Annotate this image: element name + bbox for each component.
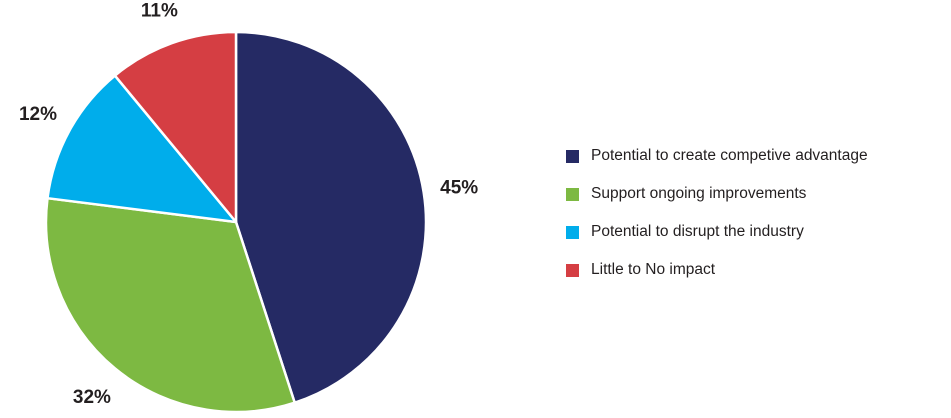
legend-swatch-1 bbox=[566, 149, 579, 163]
pie-slice-2 bbox=[44, 196, 296, 414]
pie-data-label-4: 11% bbox=[141, 0, 178, 21]
chart-legend: Potential to create competive advantage S… bbox=[566, 146, 868, 298]
legend-item-2: Support ongoing improvements bbox=[566, 184, 868, 204]
legend-item-1: Potential to create competive advantage bbox=[566, 146, 868, 166]
legend-label-4: Little to No impact bbox=[591, 261, 716, 278]
legend-label-3: Potential to disrupt the industry bbox=[591, 223, 804, 240]
legend-item-4: Little to No impact bbox=[566, 260, 868, 280]
pie-data-label-1: 45% bbox=[440, 178, 478, 199]
pie-slice-4 bbox=[113, 30, 238, 224]
legend-swatch-2 bbox=[566, 187, 579, 201]
pie-slice-3 bbox=[46, 74, 238, 224]
legend-item-3: Potential to disrupt the industry bbox=[566, 222, 868, 242]
legend-swatch-4 bbox=[566, 263, 579, 277]
legend-swatch-3 bbox=[566, 225, 579, 239]
pie-data-label-3: 12% bbox=[19, 104, 57, 125]
pie-data-label-2: 32% bbox=[73, 387, 111, 408]
pie-slice-1 bbox=[234, 30, 428, 404]
legend-label-1: Potential to create competive advantage bbox=[591, 147, 868, 164]
legend-label-2: Support ongoing improvements bbox=[591, 185, 807, 202]
